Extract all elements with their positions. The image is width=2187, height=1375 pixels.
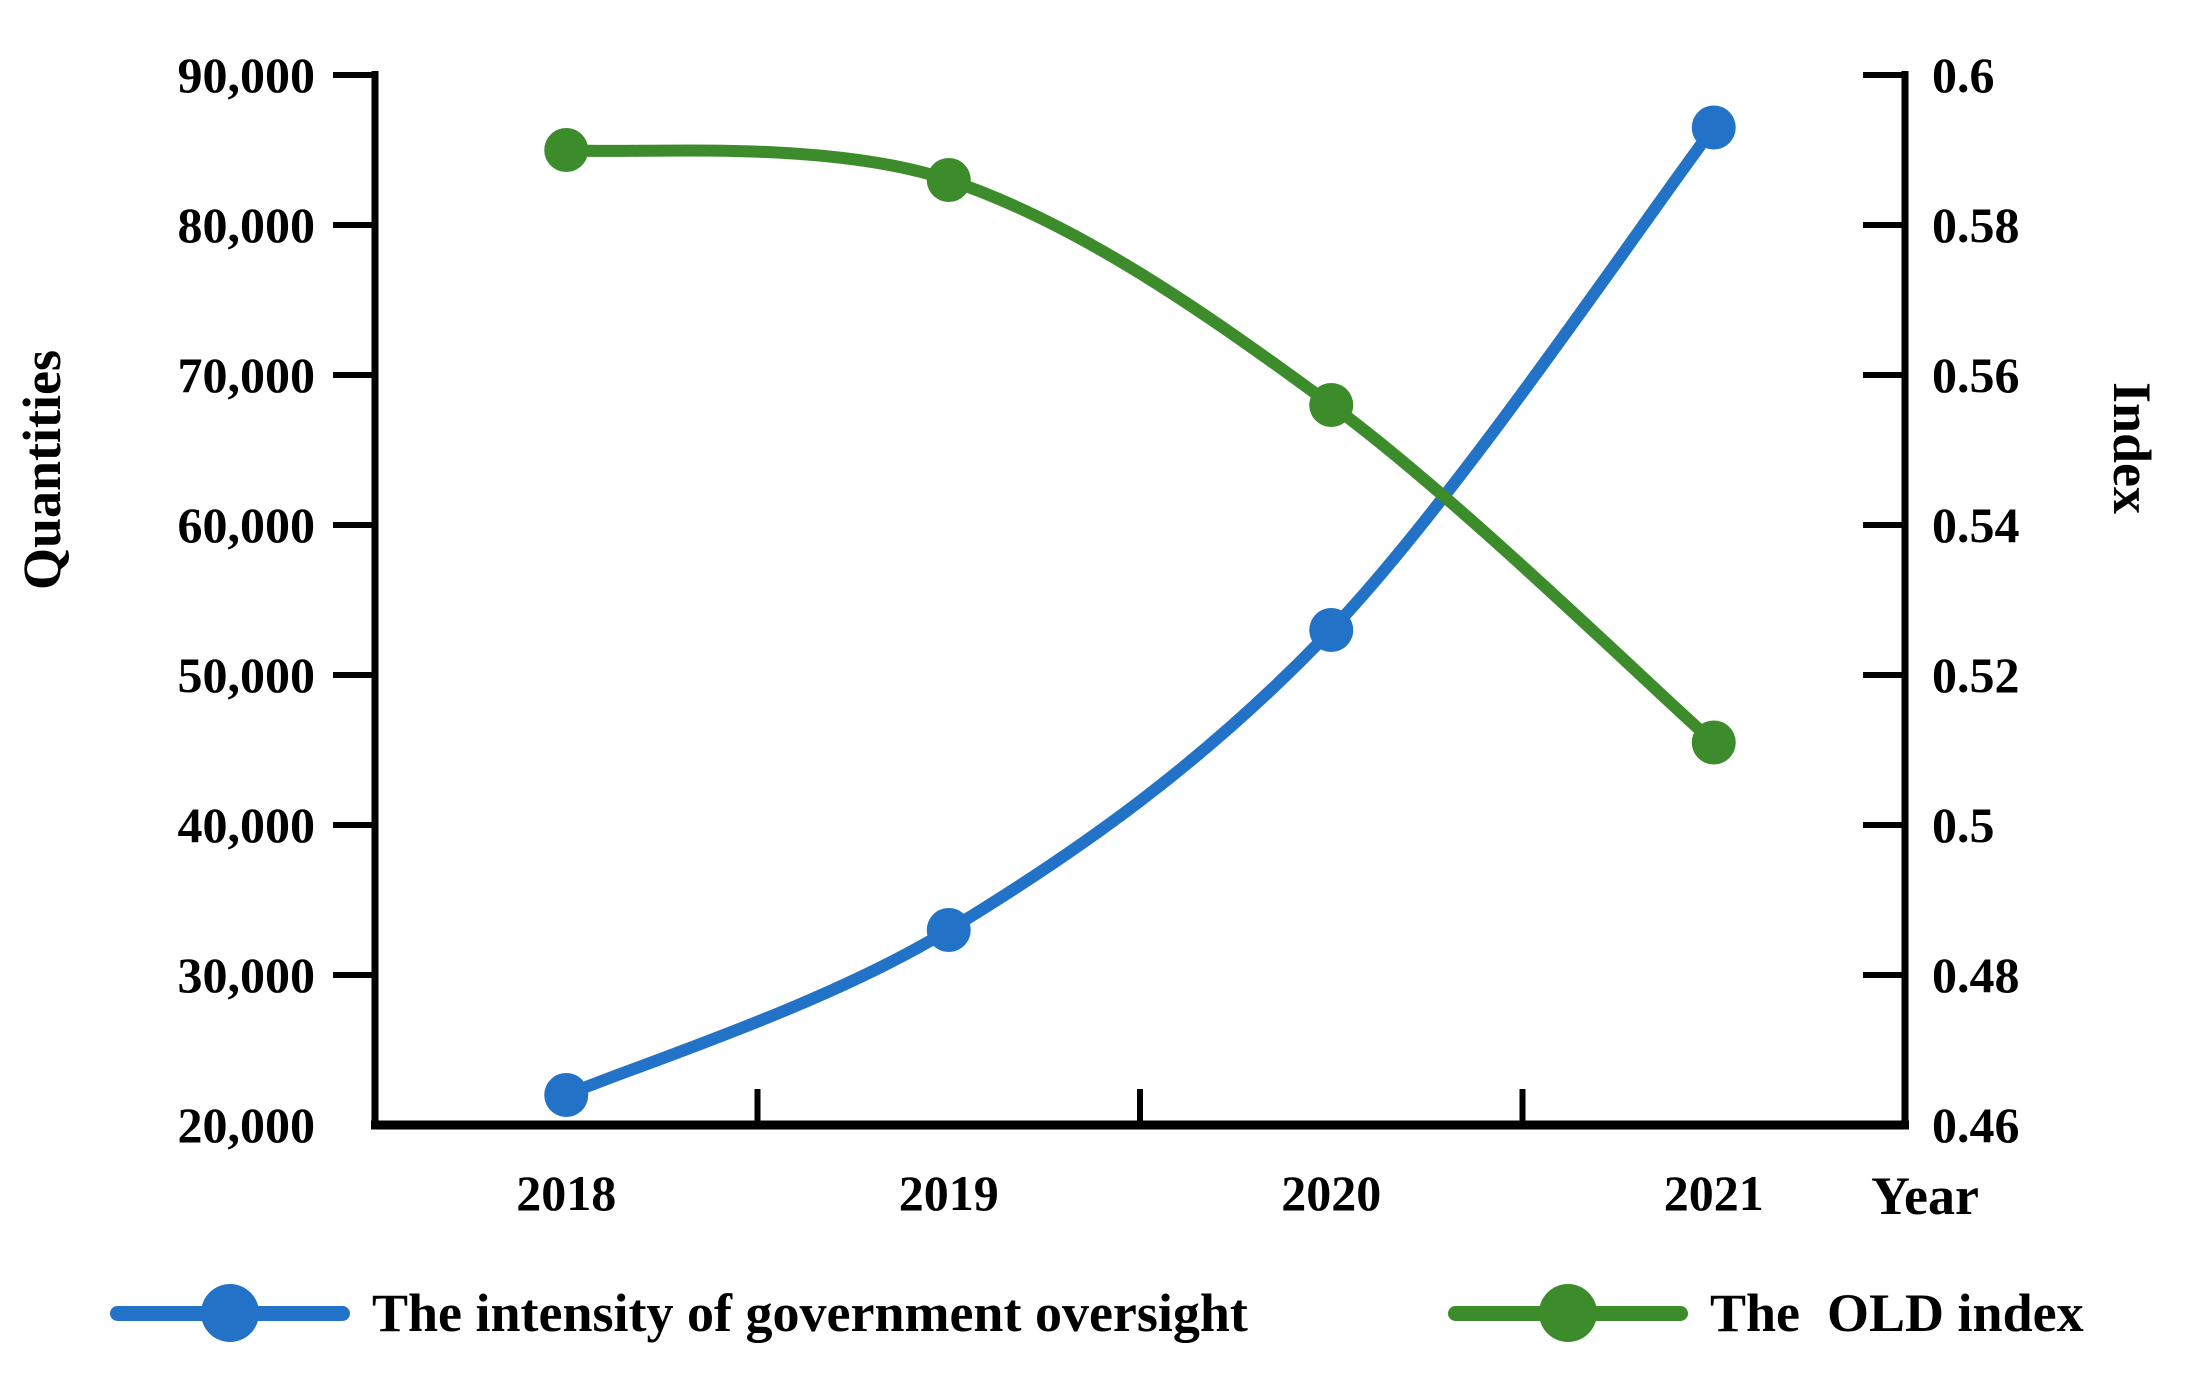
data-point-marker (544, 128, 589, 172)
line-marker-icon (110, 1284, 350, 1342)
data-point-marker (1691, 105, 1736, 150)
point-marker-icon (201, 1284, 259, 1342)
data-point-marker (926, 908, 971, 952)
left-tick-label: 30,000 (177, 947, 316, 1003)
point-marker-icon (1539, 1284, 1597, 1342)
data-point-marker (544, 1073, 589, 1117)
legend-item-oversight: The intensity of government oversight (110, 1268, 1248, 1358)
right-tick-label: 0.52 (1932, 647, 2020, 703)
line-marker-icon (1448, 1284, 1688, 1342)
left-tick-label: 50,000 (177, 647, 316, 703)
right-tick-label: 0.56 (1932, 347, 2020, 403)
right-tick-label: 0.46 (1932, 1097, 2020, 1153)
right-tick-label: 0.5 (1932, 797, 1995, 853)
x-tick-label: 2019 (898, 1165, 999, 1221)
series-line-0 (560, 121, 1720, 1101)
series-line-1 (560, 144, 1720, 749)
data-point-marker (1691, 720, 1736, 765)
left-tick-label: 60,000 (177, 497, 316, 553)
legend-label: The intensity of government oversight (372, 1283, 1248, 1343)
data-point-marker (1309, 608, 1354, 652)
right-tick-label: 0.48 (1932, 947, 2020, 1003)
data-point-marker (926, 158, 971, 202)
x-axis-title: Year (1871, 1166, 1979, 1226)
left-tick-label: 40,000 (177, 797, 316, 853)
legend: The intensity of government oversight Th… (0, 1268, 2187, 1358)
x-tick-label: 2020 (1281, 1165, 1382, 1221)
left-axis-title: Quantities (12, 349, 72, 591)
data-point-marker (1309, 383, 1354, 427)
left-tick-label: 70,000 (177, 347, 316, 403)
left-tick-label: 20,000 (177, 1097, 316, 1153)
right-tick-label: 0.58 (1932, 197, 2020, 253)
x-tick-label: 2018 (516, 1165, 617, 1221)
left-tick-label: 90,000 (177, 47, 316, 103)
legend-item-old-index: The OLD index (1448, 1268, 2084, 1358)
right-tick-label: 0.6 (1932, 47, 1995, 103)
right-tick-label: 0.54 (1932, 497, 2020, 553)
legend-label: The OLD index (1710, 1283, 2084, 1343)
right-axis-title: Index (2102, 381, 2162, 515)
x-tick-label: 2021 (1663, 1165, 1764, 1221)
left-tick-label: 80,000 (177, 197, 316, 253)
